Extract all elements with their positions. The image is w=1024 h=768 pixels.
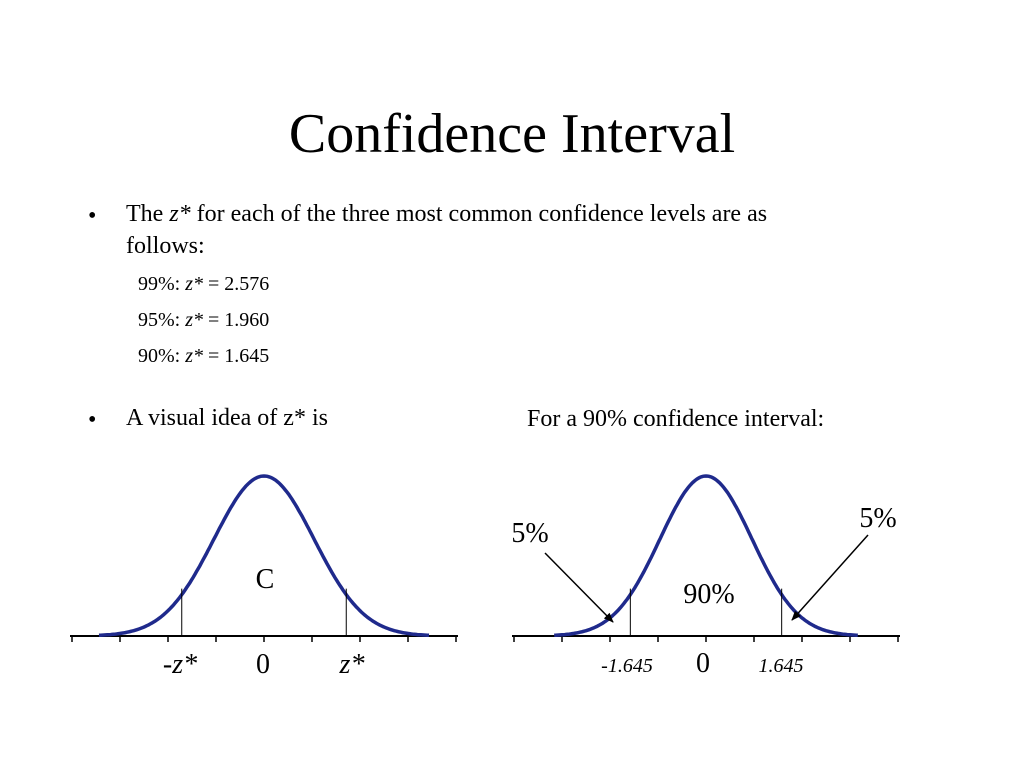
bullet-prefix: The	[126, 201, 170, 227]
left-diagram: C -z* 0 z*	[70, 474, 458, 680]
left-tick-pos-label: z*	[339, 649, 365, 680]
right-normal-curve	[554, 474, 858, 638]
level-90: 90%: z* = 1.645	[138, 342, 269, 370]
right-tail-arrow	[791, 534, 869, 621]
left-tail-label: 5%	[511, 518, 548, 549]
level-value: = 1.645	[203, 345, 270, 367]
bullet-line2: follows:	[126, 233, 205, 259]
level-value: = 1.960	[203, 309, 270, 331]
level-label: 90%:	[138, 345, 186, 367]
level-label: 99%:	[138, 273, 186, 295]
bullet-zstar-intro: The z* for each of the three most common…	[126, 198, 926, 262]
left-tick-neg-label: -z*	[163, 649, 197, 680]
right-axis-ticks	[513, 636, 899, 642]
z-star-symbol: z*	[185, 345, 204, 367]
left-normal-curve	[98, 474, 430, 638]
bullet-visual-idea: A visual idea of z* is	[126, 405, 328, 431]
right-center-label: 90%	[683, 579, 734, 610]
bullet-rest: for each of the three most common confid…	[190, 201, 768, 227]
right-tick-neg-label: -1.645	[601, 655, 653, 677]
level-99: 99%: z* = 2.576	[138, 270, 269, 298]
left-axis-ticks	[71, 636, 457, 642]
z-star-symbol: z*	[169, 201, 191, 227]
bullet-marker: •	[88, 203, 97, 229]
right-tick-pos-label: 1.645	[759, 655, 804, 677]
diagram-caption: For a 90% confidence interval:	[527, 406, 825, 432]
right-diagram: 5% 5% 90% -1.645 0 1.645	[511, 474, 900, 679]
z-star-symbol: z*	[185, 273, 204, 295]
bullet-marker: •	[88, 407, 97, 433]
z-star-symbol: z*	[185, 309, 204, 331]
level-value: = 2.576	[203, 273, 270, 295]
slide-title: Confidence Interval	[288, 103, 736, 165]
level-95: 95%: z* = 1.960	[138, 306, 269, 334]
left-center-label: C	[256, 564, 275, 595]
left-tail-arrow	[544, 552, 614, 623]
right-tick-zero-label: 0	[696, 648, 710, 679]
level-label: 95%:	[138, 309, 186, 331]
left-tick-zero-label: 0	[256, 649, 270, 680]
right-tail-label: 5%	[859, 503, 896, 534]
